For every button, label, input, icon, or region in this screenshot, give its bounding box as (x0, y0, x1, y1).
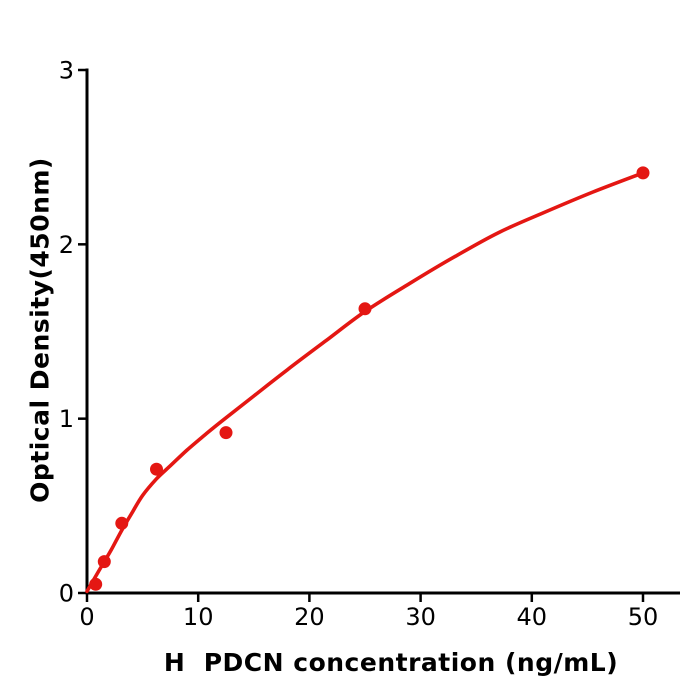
x-tick-label: 10 (183, 603, 214, 631)
fit-curve (85, 171, 645, 594)
x-tick-label: 40 (517, 603, 548, 631)
x-tick-label: 20 (294, 603, 325, 631)
y-tick-label: 0 (59, 580, 74, 608)
data-point (150, 462, 163, 476)
x-tick-label: 30 (405, 603, 436, 631)
x-tick-label: 0 (79, 603, 94, 631)
data-point (89, 577, 103, 591)
y-tick-label: 1 (59, 405, 74, 433)
data-point (97, 555, 111, 569)
y-axis-label: Optical Density(450nm) (25, 157, 55, 503)
data-point (219, 426, 233, 440)
data-points (89, 166, 650, 591)
y-tick-label: 2 (59, 231, 74, 259)
data-point (115, 516, 129, 530)
y-tick-label: 3 (59, 57, 74, 85)
x-tick-label: 50 (628, 603, 659, 631)
x-axis-ticks: 0 10 20 30 40 50 (79, 594, 659, 631)
y-axis-ticks: 0 1 2 3 (59, 57, 86, 608)
data-point (636, 166, 650, 180)
data-point (358, 302, 372, 316)
x-axis-label: H PDCN concentration (ng/mL) (163, 648, 619, 677)
